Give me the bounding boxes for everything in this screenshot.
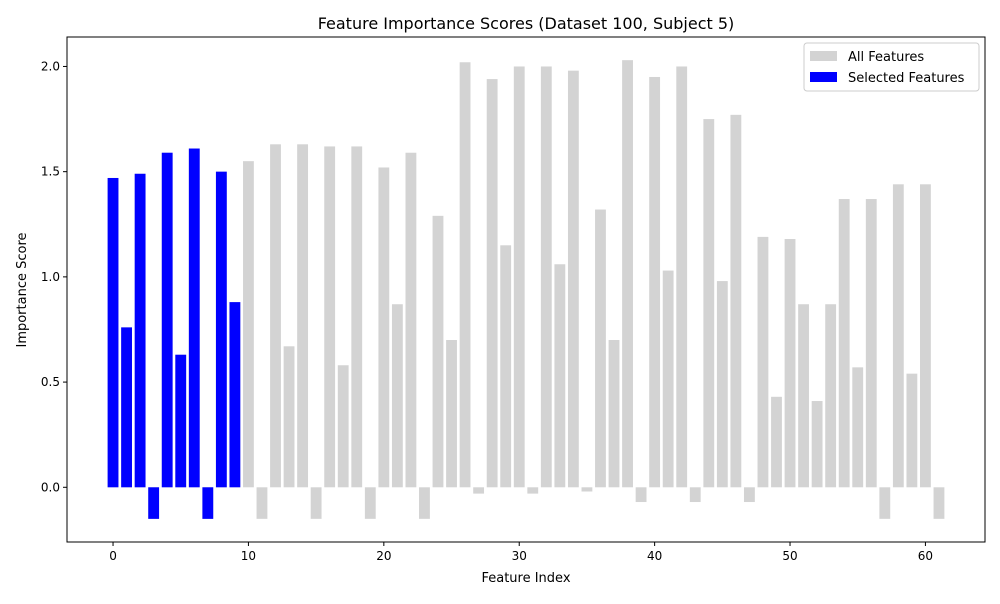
- all-features-bar-34: [567, 70, 579, 488]
- all-features-bar-56: [865, 199, 877, 488]
- plot-frame: [66, 36, 986, 543]
- all-features-bar-14: [297, 144, 309, 488]
- all-features-bar-29: [500, 245, 512, 488]
- all-features-bar-33: [554, 264, 566, 488]
- all-features-bar-24: [432, 215, 444, 488]
- legend-box: [803, 42, 980, 92]
- all-features-bar-23: [419, 487, 430, 519]
- selected-features-bar-9: [229, 302, 241, 488]
- selected-features-bar-6: [188, 148, 200, 488]
- all-features-bar-40: [649, 76, 661, 488]
- bars-layer: [107, 60, 945, 519]
- all-features-bar-18: [351, 146, 363, 488]
- all-features-bar-19: [364, 487, 376, 519]
- y-tick-label: 1.0: [41, 270, 60, 284]
- y-tick-label: 2.0: [41, 59, 60, 73]
- all-features-bar-27: [473, 487, 485, 494]
- legend-swatch-selected-features: [810, 72, 837, 82]
- all-features-bar-43: [689, 487, 701, 503]
- x-axis-label: Feature Index: [481, 571, 570, 586]
- selected-features-bar-2: [134, 173, 146, 488]
- y-tick-label: 0.5: [41, 375, 60, 389]
- all-features-bar-44: [703, 119, 715, 488]
- all-features-bar-26: [459, 62, 471, 488]
- all-features-bar-51: [798, 304, 809, 488]
- legend-label-all-features: All Features: [848, 50, 924, 65]
- all-features-bar-58: [892, 184, 904, 488]
- all-features-bar-52: [811, 401, 823, 488]
- all-features-bar-54: [838, 199, 850, 488]
- x-axis: 0 10 20 30 40 50 60: [109, 542, 933, 563]
- y-tick-label: 0.0: [41, 480, 60, 494]
- all-features-bar-45: [716, 281, 728, 488]
- x-tick-label: 10: [241, 549, 256, 563]
- all-features-bar-61: [933, 487, 945, 519]
- legend: All Features Selected Features: [803, 42, 980, 92]
- x-tick-label: 50: [782, 549, 797, 563]
- all-features-bar-37: [608, 340, 620, 488]
- all-features-bar-22: [405, 152, 417, 488]
- x-tick-label: 60: [918, 549, 933, 563]
- selected-features-bar-3: [148, 487, 160, 519]
- all-features-bar-47: [743, 487, 755, 503]
- all-features-bar-55: [852, 367, 864, 488]
- all-features-bar-10: [243, 161, 254, 488]
- chart-title: Feature Importance Scores (Dataset 100, …: [318, 14, 735, 33]
- all-features-bar-46: [730, 114, 742, 488]
- all-features-bar-53: [825, 304, 837, 488]
- all-features-bar-57: [879, 487, 891, 519]
- all-features-bar-28: [486, 79, 498, 488]
- legend-swatch-all-features: [810, 51, 837, 61]
- all-features-bar-59: [906, 373, 918, 488]
- all-features-bar-13: [283, 346, 295, 488]
- selected-features-bar-0: [107, 177, 119, 488]
- all-features-bar-17: [337, 365, 349, 488]
- y-axis: 0.0 0.5 1.0 1.5 2.0: [41, 59, 67, 494]
- all-features-bar-11: [256, 487, 268, 519]
- y-tick-label: 1.5: [41, 165, 60, 179]
- all-features-bar-60: [920, 184, 931, 488]
- x-tick-label: 0: [109, 549, 117, 563]
- all-features-bar-49: [771, 396, 782, 488]
- selected-features-bar-4: [161, 152, 173, 488]
- x-tick-label: 40: [647, 549, 662, 563]
- selected-features-bar-1: [121, 327, 132, 488]
- x-tick-label: 20: [376, 549, 391, 563]
- all-features-bar-39: [635, 487, 647, 503]
- all-features-bar-50: [784, 239, 796, 488]
- all-features-bar-35: [581, 487, 593, 492]
- selected-features-bar-5: [175, 354, 187, 488]
- all-features-bar-21: [391, 304, 403, 488]
- x-tick-label: 30: [512, 549, 527, 563]
- all-features-bar-16: [324, 146, 336, 488]
- all-features-bar-12: [270, 144, 281, 488]
- all-features-bar-20: [378, 167, 390, 488]
- all-features-bar-41: [662, 270, 674, 488]
- all-features-bar-38: [622, 60, 633, 488]
- all-features-bar-36: [595, 209, 606, 488]
- y-axis-label: Importance Score: [15, 232, 30, 347]
- all-features-bar-25: [446, 340, 457, 488]
- all-features-bar-32: [540, 66, 552, 488]
- selected-features-bar-8: [215, 171, 227, 488]
- legend-label-selected-features: Selected Features: [848, 71, 965, 86]
- all-features-bar-31: [527, 487, 539, 494]
- all-features-bar-48: [757, 236, 769, 488]
- all-features-bar-30: [513, 66, 525, 488]
- all-features-bar-15: [310, 487, 322, 519]
- all-features-bar-42: [676, 66, 688, 488]
- selected-features-bar-7: [202, 487, 214, 519]
